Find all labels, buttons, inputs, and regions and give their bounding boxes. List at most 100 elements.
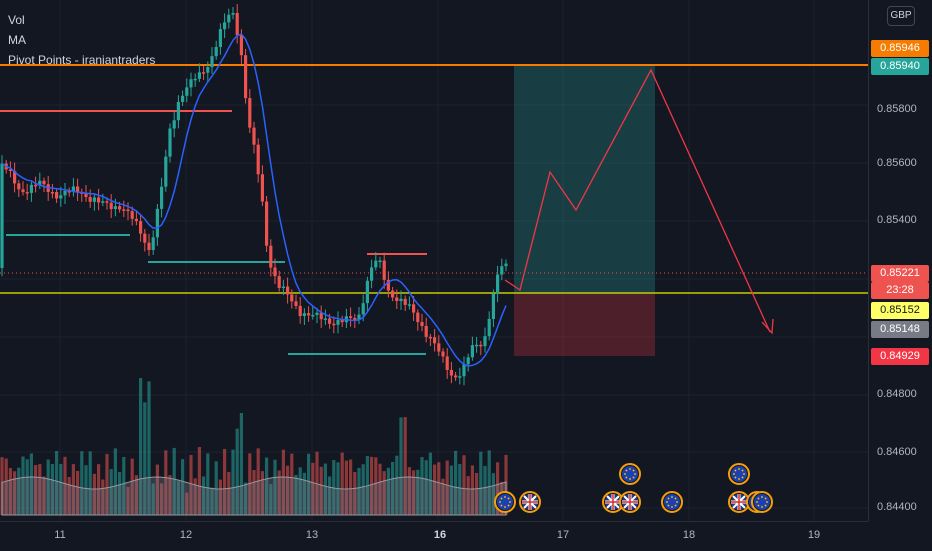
volume-bar bbox=[407, 467, 411, 515]
volume-bar bbox=[475, 472, 479, 515]
candle-body bbox=[437, 343, 441, 352]
stop-price-tag: 0.84929 bbox=[871, 348, 929, 365]
candle-body bbox=[449, 369, 453, 376]
candle-body bbox=[134, 218, 138, 222]
volume-bar bbox=[92, 473, 96, 515]
legend-vol[interactable]: Vol bbox=[8, 13, 25, 27]
candle-body bbox=[277, 276, 281, 288]
eu-flag-icon[interactable] bbox=[619, 463, 641, 485]
candle-body bbox=[294, 301, 298, 306]
eu-flag-icon[interactable] bbox=[494, 491, 516, 513]
time-axis[interactable]: 11 12 13 16 17 18 19 bbox=[0, 521, 868, 551]
candle-body bbox=[391, 290, 395, 298]
chart-canvas[interactable] bbox=[0, 0, 868, 521]
legend-ma[interactable]: MA bbox=[8, 33, 26, 47]
candle-body bbox=[42, 180, 46, 185]
legend-pivot[interactable]: Pivot Points - iraniantraders bbox=[8, 53, 156, 67]
price-axis[interactable]: GBP 0.85800 0.85600 0.85400 0.84800 0.84… bbox=[868, 0, 932, 521]
candle-body bbox=[8, 169, 12, 171]
volume-bar bbox=[374, 457, 378, 515]
candle-body bbox=[445, 356, 449, 370]
uk-flag-icon[interactable] bbox=[728, 491, 750, 513]
candle-body bbox=[311, 314, 315, 317]
candle-body bbox=[164, 156, 168, 187]
price-ma-line bbox=[1, 33, 507, 367]
candle-body bbox=[378, 260, 382, 263]
volume-bar bbox=[189, 454, 193, 515]
candle-body bbox=[13, 170, 17, 184]
volume-bar bbox=[340, 452, 344, 515]
volume-bar bbox=[101, 479, 105, 515]
candle-body bbox=[407, 304, 411, 306]
candle-body bbox=[210, 56, 214, 68]
volume-bar bbox=[105, 453, 109, 515]
volume-bar bbox=[466, 476, 470, 515]
volume-bar bbox=[130, 458, 134, 515]
volume-bar bbox=[357, 467, 361, 515]
candle-body bbox=[109, 202, 113, 210]
volume-bar bbox=[181, 459, 185, 515]
volume-bar bbox=[143, 402, 147, 515]
volume-bar bbox=[244, 482, 248, 515]
time-tick: 16 bbox=[433, 529, 447, 541]
candle-body bbox=[412, 304, 416, 313]
volume-bar bbox=[126, 486, 130, 515]
candle-body bbox=[428, 336, 432, 339]
candle-body bbox=[441, 351, 445, 357]
volume-bar bbox=[155, 464, 159, 515]
resistance-price-tag: 0.85946 bbox=[871, 40, 929, 57]
volume-bar bbox=[227, 472, 231, 515]
candle-body bbox=[59, 195, 63, 199]
eu-flag-icon[interactable] bbox=[728, 463, 750, 485]
volume-bar bbox=[168, 475, 172, 515]
volume-bar bbox=[42, 476, 46, 515]
volume-bar bbox=[403, 417, 407, 515]
volume-bar bbox=[311, 462, 315, 515]
volume-bar bbox=[13, 471, 17, 515]
time-tick: 19 bbox=[807, 529, 821, 541]
volume-bar bbox=[428, 452, 432, 515]
candle-body bbox=[491, 293, 495, 319]
volume-bar bbox=[231, 449, 235, 515]
eu-flag-icon[interactable] bbox=[751, 491, 773, 513]
volume-bar bbox=[214, 461, 218, 515]
projection-path[interactable] bbox=[504, 68, 771, 333]
volume-bar bbox=[445, 460, 449, 515]
volume-bar bbox=[391, 461, 395, 515]
volume-bar bbox=[71, 464, 75, 515]
chart-pane[interactable]: Vol MA Pivot Points - iraniantraders bbox=[0, 0, 868, 521]
candle-body bbox=[269, 245, 273, 268]
volume-bar bbox=[59, 463, 63, 515]
loss-zone[interactable] bbox=[514, 294, 655, 356]
volume-bar bbox=[382, 471, 386, 515]
profit-zone[interactable] bbox=[514, 65, 655, 294]
economic-events[interactable] bbox=[494, 463, 773, 513]
candle-body bbox=[483, 336, 487, 347]
uk-flag-icon[interactable] bbox=[602, 491, 624, 513]
candle-body bbox=[256, 144, 260, 175]
candle-body bbox=[382, 260, 386, 280]
projection-arrowhead bbox=[761, 318, 774, 335]
candle-body bbox=[126, 209, 130, 212]
volume-bar bbox=[139, 378, 143, 515]
volume-bar bbox=[176, 481, 180, 515]
volume-bar bbox=[88, 451, 92, 515]
candle-body bbox=[71, 186, 75, 192]
volume-bar bbox=[458, 464, 462, 515]
candle-body bbox=[462, 364, 466, 377]
volume-bar bbox=[84, 465, 88, 515]
volume-bar bbox=[487, 450, 491, 515]
volume-bar bbox=[286, 465, 290, 515]
candle-body bbox=[487, 318, 491, 337]
eu-flag-icon[interactable] bbox=[661, 491, 683, 513]
pivot-price-tag: 0.85152 bbox=[871, 302, 929, 319]
volume-bar bbox=[147, 381, 151, 515]
volume-bar bbox=[218, 479, 222, 515]
currency-button[interactable]: GBP bbox=[887, 6, 915, 26]
uk-flag-icon[interactable] bbox=[619, 491, 641, 513]
candle-body bbox=[172, 120, 176, 129]
uk-flag-icon[interactable] bbox=[519, 491, 541, 513]
volume-bar bbox=[118, 472, 122, 515]
candle-body bbox=[357, 314, 361, 320]
price-tick: 0.85800 bbox=[877, 103, 917, 115]
